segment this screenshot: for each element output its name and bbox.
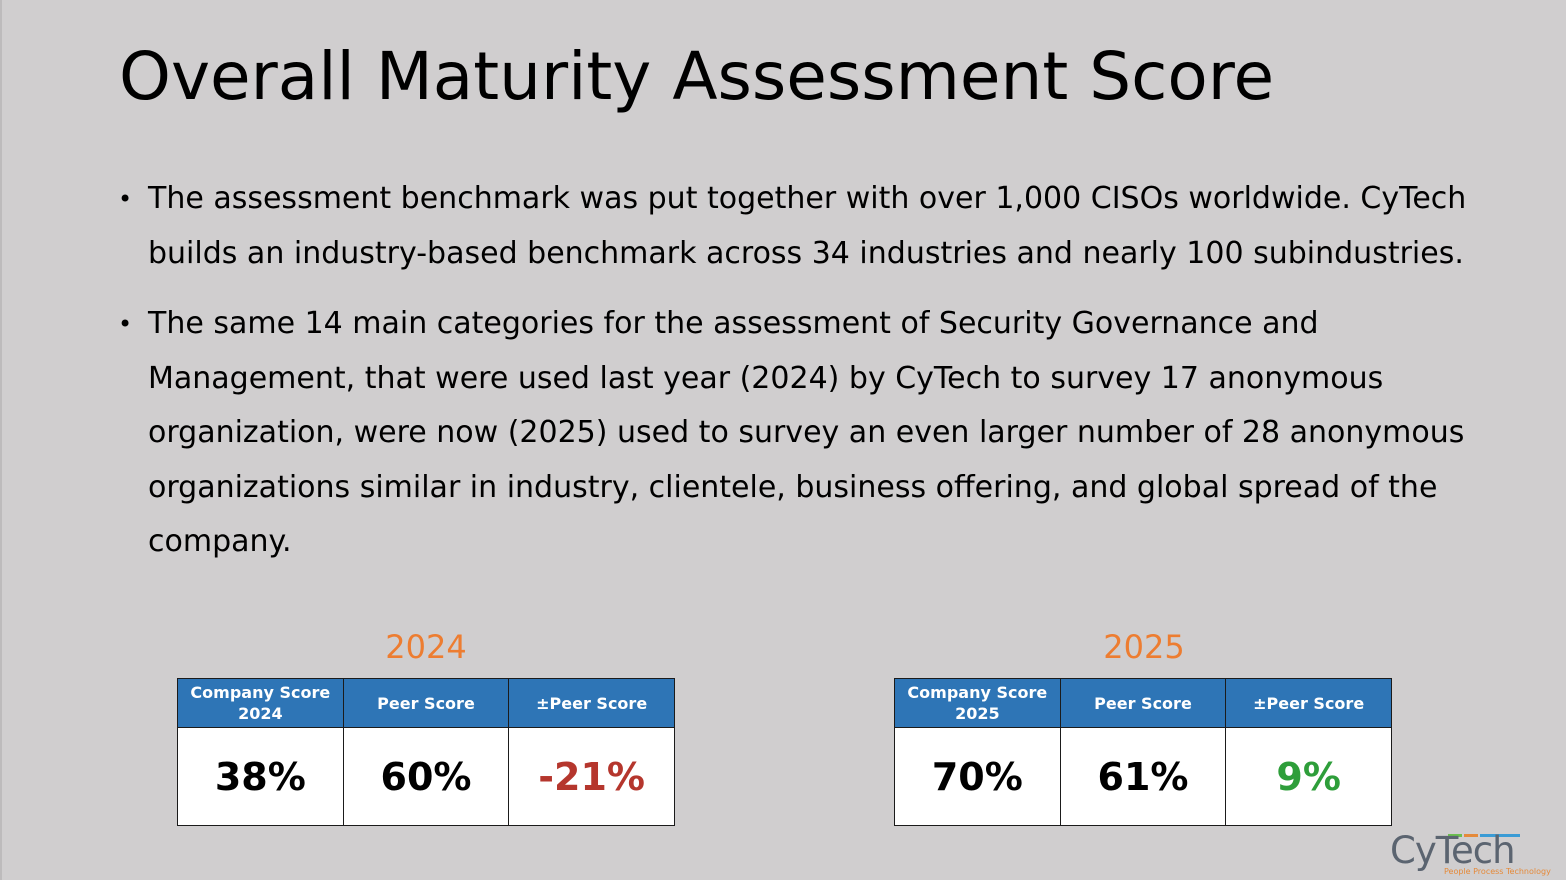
logo-tagline: People Process Technology bbox=[1444, 867, 1551, 876]
peer-score-value: 60% bbox=[342, 727, 510, 826]
header-company-score: Company Score 2024 bbox=[177, 678, 344, 728]
table-header-row: Company Score 2024 Peer Score ±Peer Scor… bbox=[177, 678, 675, 728]
bullet-item: • The same 14 main categories for the as… bbox=[118, 297, 1488, 570]
table-header-row: Company Score 2025 Peer Score ±Peer Scor… bbox=[894, 678, 1392, 728]
logo-bar-blue bbox=[1480, 834, 1520, 837]
bullet-icon: • bbox=[118, 310, 133, 338]
company-score-value: 38% bbox=[177, 727, 344, 826]
peer-delta-value: -21% bbox=[508, 727, 675, 826]
header-peer-delta: ±Peer Score bbox=[508, 678, 675, 728]
table-row: 70% 61% 9% bbox=[894, 727, 1392, 826]
bullet-item: • The assessment benchmark was put toget… bbox=[118, 172, 1488, 281]
header-peer-score: Peer Score bbox=[1059, 678, 1227, 728]
peer-delta-value: 9% bbox=[1225, 727, 1392, 826]
bullet-icon: • bbox=[118, 185, 133, 213]
year-label-2025: 2025 bbox=[1103, 628, 1185, 666]
peer-score-value: 61% bbox=[1059, 727, 1227, 826]
header-company-score: Company Score 2025 bbox=[894, 678, 1061, 728]
logo-text: CyTech bbox=[1390, 829, 1516, 872]
score-table-2025: Company Score 2025 Peer Score ±Peer Scor… bbox=[894, 678, 1392, 826]
bullet-text: The same 14 main categories for the asse… bbox=[148, 306, 1465, 559]
year-label-2024: 2024 bbox=[385, 628, 467, 666]
logo-bar-orange bbox=[1464, 834, 1478, 837]
company-score-value: 70% bbox=[894, 727, 1061, 826]
header-peer-delta: ±Peer Score bbox=[1225, 678, 1392, 728]
cytech-logo: CyTech People Process Technology bbox=[1390, 832, 1566, 878]
bullet-list: • The assessment benchmark was put toget… bbox=[118, 172, 1488, 586]
logo-bar-green bbox=[1448, 834, 1462, 837]
table-row: 38% 60% -21% bbox=[177, 727, 675, 826]
bullet-text: The assessment benchmark was put togethe… bbox=[148, 181, 1467, 271]
header-peer-score: Peer Score bbox=[342, 678, 510, 728]
slide-title: Overall Maturity Assessment Score bbox=[119, 38, 1275, 115]
score-table-2024: Company Score 2024 Peer Score ±Peer Scor… bbox=[177, 678, 675, 826]
